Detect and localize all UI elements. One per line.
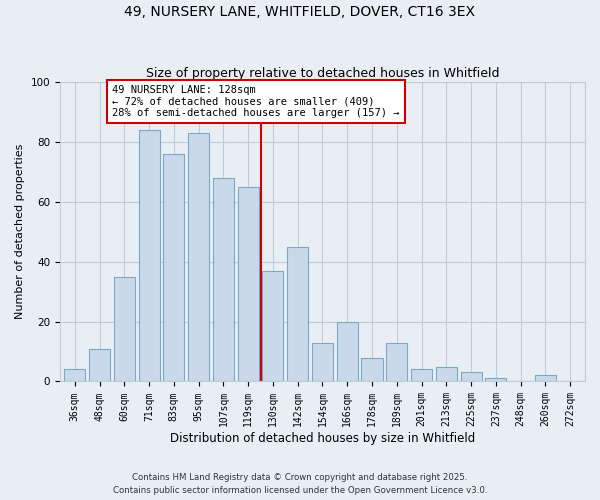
Bar bbox=[411, 370, 432, 382]
X-axis label: Distribution of detached houses by size in Whitfield: Distribution of detached houses by size … bbox=[170, 432, 475, 445]
Y-axis label: Number of detached properties: Number of detached properties bbox=[15, 144, 25, 320]
Bar bbox=[312, 342, 333, 382]
Bar bbox=[485, 378, 506, 382]
Bar bbox=[386, 342, 407, 382]
Title: Size of property relative to detached houses in Whitfield: Size of property relative to detached ho… bbox=[146, 66, 499, 80]
Bar bbox=[114, 276, 135, 382]
Bar bbox=[89, 348, 110, 382]
Text: 49, NURSERY LANE, WHITFIELD, DOVER, CT16 3EX: 49, NURSERY LANE, WHITFIELD, DOVER, CT16… bbox=[125, 5, 476, 19]
Text: Contains HM Land Registry data © Crown copyright and database right 2025.
Contai: Contains HM Land Registry data © Crown c… bbox=[113, 473, 487, 495]
Bar bbox=[461, 372, 482, 382]
Bar bbox=[535, 376, 556, 382]
Bar bbox=[262, 270, 283, 382]
Bar bbox=[238, 187, 259, 382]
Bar bbox=[188, 133, 209, 382]
Bar bbox=[287, 246, 308, 382]
Bar bbox=[139, 130, 160, 382]
Bar bbox=[361, 358, 383, 382]
Bar bbox=[163, 154, 184, 382]
Text: 49 NURSERY LANE: 128sqm
← 72% of detached houses are smaller (409)
28% of semi-d: 49 NURSERY LANE: 128sqm ← 72% of detache… bbox=[112, 85, 400, 118]
Bar bbox=[337, 322, 358, 382]
Bar bbox=[64, 370, 85, 382]
Bar bbox=[436, 366, 457, 382]
Bar bbox=[213, 178, 234, 382]
